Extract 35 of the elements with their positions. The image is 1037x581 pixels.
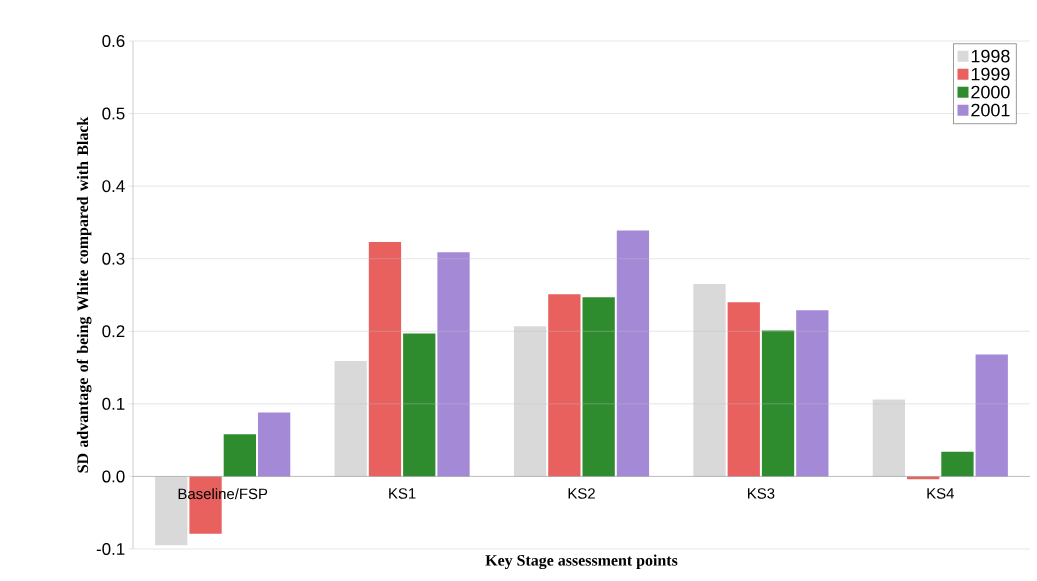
bar: [223, 434, 256, 477]
y-tick-label: 0.3: [102, 252, 125, 265]
bar: [548, 294, 581, 477]
bar: [437, 252, 470, 477]
y-tick-label: 0.6: [102, 35, 125, 47]
bar: [616, 230, 650, 477]
y-tick-label: 0.5: [102, 107, 125, 120]
bar: [693, 284, 726, 477]
bar: [727, 302, 760, 477]
y-tick-label: 0.4: [102, 180, 125, 193]
legend-label: 2000: [971, 85, 1010, 99]
legend-label: 1998: [971, 49, 1010, 63]
bar: [975, 354, 1008, 477]
bar: [796, 310, 829, 477]
bar: [257, 412, 291, 477]
bar: [941, 451, 974, 477]
bar: [582, 297, 615, 477]
x-tick-label: KS1: [389, 488, 416, 499]
y-tick-label: 0.2: [102, 325, 125, 338]
bar: [761, 330, 795, 477]
y-tick-label: 0.0: [102, 470, 125, 483]
x-tick-label: KS3: [748, 488, 775, 499]
y-tick-label: 0.1: [102, 397, 125, 410]
bar: [872, 399, 906, 477]
x-tick-label: KS2: [568, 488, 595, 499]
bar: [513, 326, 547, 477]
y-axis-title: SD advantage of being White compared with Black: [76, 116, 92, 473]
bar: [334, 361, 367, 477]
legend-label: 2001: [971, 103, 1010, 117]
bar: [368, 242, 402, 477]
x-axis-title: Key Stage assessment points: [485, 554, 678, 570]
y-tick-label: -0.1: [96, 543, 125, 555]
x-tick-label: KS4: [927, 488, 954, 499]
legend-label: 1999: [971, 67, 1010, 81]
bar: [403, 333, 436, 477]
